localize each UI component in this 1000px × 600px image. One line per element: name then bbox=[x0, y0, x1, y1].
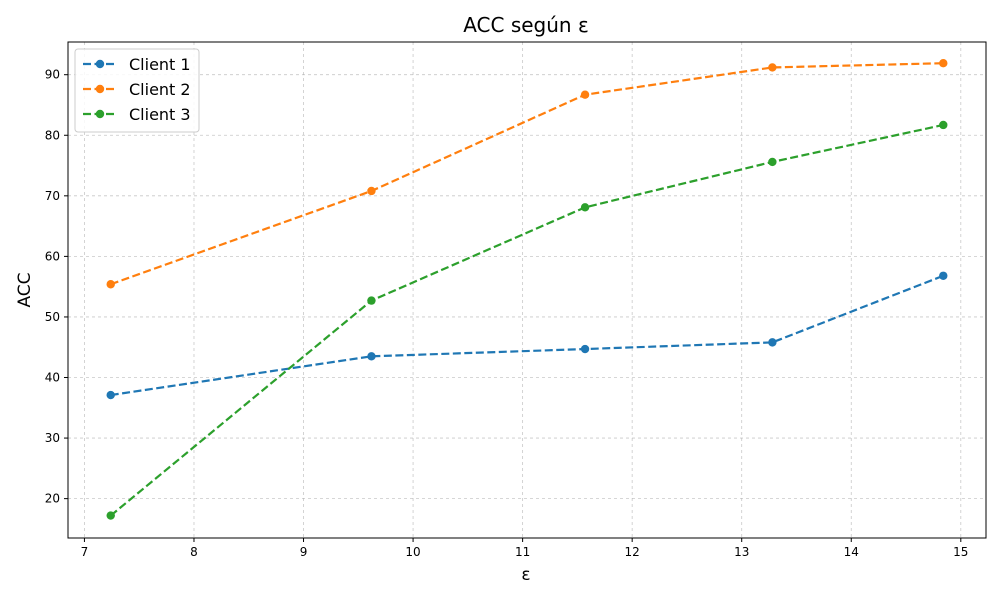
legend-marker bbox=[95, 59, 105, 69]
x-tick-label: 9 bbox=[300, 545, 308, 559]
data-point bbox=[367, 352, 376, 361]
x-tick-label: 12 bbox=[625, 545, 640, 559]
legend-item-client-3: Client 3 bbox=[83, 105, 191, 124]
legend-item-client-1: Client 1 bbox=[83, 55, 191, 74]
y-tick-label: 20 bbox=[45, 492, 60, 506]
data-point bbox=[768, 338, 777, 347]
legend-box bbox=[74, 48, 200, 133]
data-point bbox=[367, 186, 376, 196]
series-layer bbox=[106, 58, 948, 520]
series-line-client-2 bbox=[110, 62, 944, 286]
data-point bbox=[939, 120, 948, 130]
data-point bbox=[768, 157, 777, 167]
data-point bbox=[939, 271, 948, 280]
data-point bbox=[580, 203, 590, 212]
y-tick-label: 60 bbox=[45, 249, 60, 263]
legend: Client 1 Client 2 Client 3 bbox=[74, 48, 200, 133]
x-tick-label: 11 bbox=[515, 545, 530, 559]
x-tick-label: 13 bbox=[734, 545, 749, 559]
y-tick-label: 30 bbox=[45, 431, 60, 445]
data-point bbox=[580, 344, 590, 354]
x-tick-label: 15 bbox=[953, 545, 968, 559]
data-point bbox=[106, 390, 115, 400]
legend-label: Client 1 bbox=[129, 55, 191, 74]
series-client-1 bbox=[106, 271, 948, 400]
data-point bbox=[939, 58, 948, 68]
grid bbox=[68, 42, 986, 538]
series-client-3 bbox=[106, 120, 948, 520]
y-tick-label: 80 bbox=[45, 128, 60, 142]
x-tick-label: 14 bbox=[844, 545, 859, 559]
legend-marker bbox=[95, 109, 105, 119]
data-point bbox=[768, 63, 777, 72]
legend-marker bbox=[95, 84, 105, 94]
data-point bbox=[580, 90, 590, 99]
y-tick-label: 50 bbox=[45, 310, 60, 324]
x-axis: 7 8 9 10 11 12 13 14 15 bbox=[81, 538, 968, 559]
data-point bbox=[106, 280, 115, 289]
y-tick-label: 90 bbox=[45, 68, 60, 82]
legend-item-client-2: Client 2 bbox=[83, 80, 191, 99]
legend-label: Client 2 bbox=[129, 80, 191, 99]
x-tick-label: 7 bbox=[81, 545, 89, 559]
data-point bbox=[367, 296, 376, 305]
y-axis: 20 30 40 50 60 70 80 90 bbox=[45, 68, 68, 506]
data-point bbox=[106, 511, 115, 520]
y-tick-label: 40 bbox=[45, 371, 60, 385]
x-axis-label: ε bbox=[521, 565, 530, 585]
y-axis-label: ACC bbox=[15, 272, 35, 307]
y-tick-label: 70 bbox=[45, 189, 60, 203]
plot-frame bbox=[67, 41, 987, 539]
series-line-client-3 bbox=[110, 123, 944, 517]
x-tick-label: 10 bbox=[405, 545, 420, 559]
series-client-2 bbox=[106, 58, 948, 289]
chart-title: ACC según ε bbox=[463, 13, 589, 37]
legend-label: Client 3 bbox=[129, 105, 191, 124]
x-tick-label: 8 bbox=[190, 545, 198, 559]
